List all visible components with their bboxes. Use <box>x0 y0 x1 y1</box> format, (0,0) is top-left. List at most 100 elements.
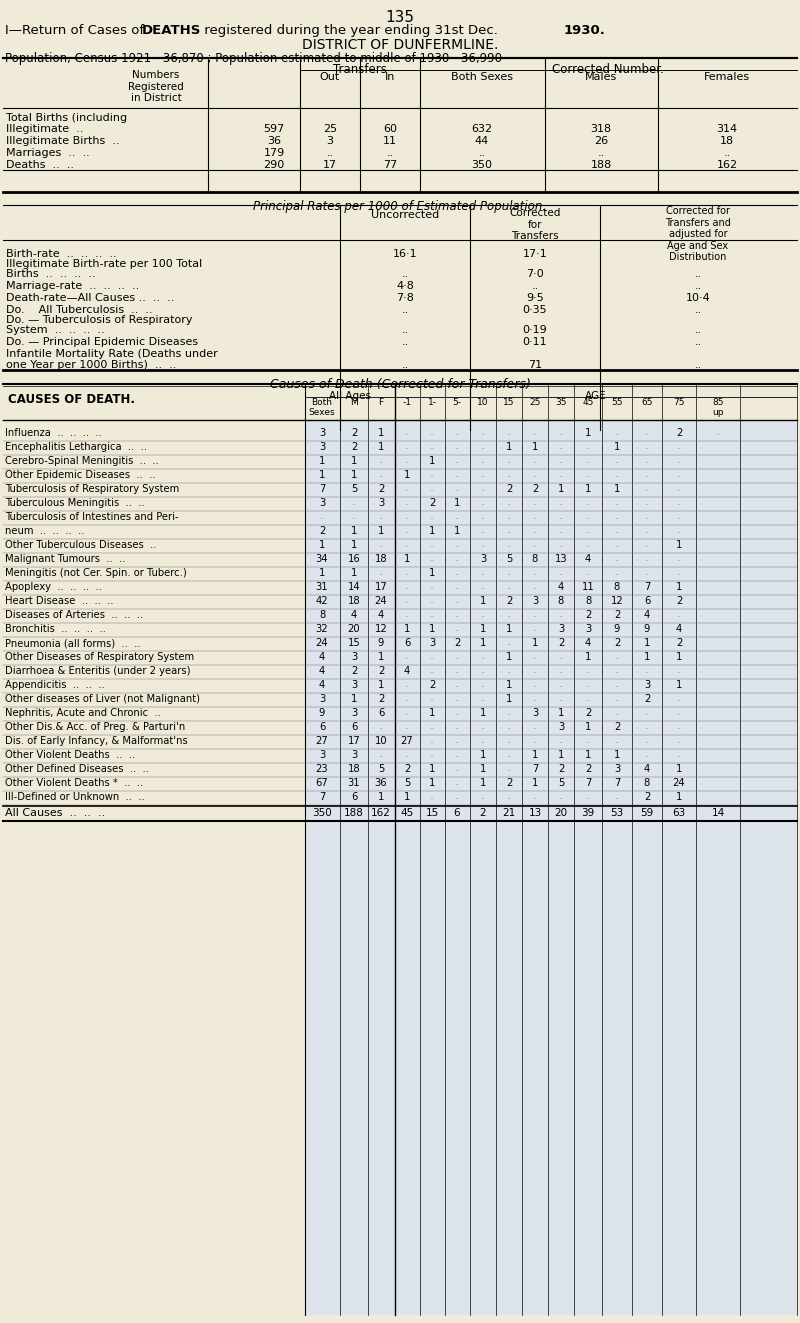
Text: ..: .. <box>586 442 590 451</box>
Text: ..: .. <box>404 610 410 619</box>
Text: 4: 4 <box>351 610 357 620</box>
Text: ..: .. <box>644 736 650 745</box>
Text: ..: .. <box>430 652 434 662</box>
Text: I—Return of Cases of: I—Return of Cases of <box>5 24 148 37</box>
Text: 1: 1 <box>676 582 682 591</box>
Text: 32: 32 <box>316 624 328 634</box>
Text: ..: .. <box>454 456 460 464</box>
Text: ..: .. <box>378 722 384 732</box>
Text: 3: 3 <box>351 750 357 759</box>
Text: 1: 1 <box>454 497 460 508</box>
Text: ..: .. <box>598 148 605 157</box>
Text: 18: 18 <box>374 554 387 564</box>
Text: ..: .. <box>614 568 620 577</box>
Text: ..: .. <box>676 610 682 619</box>
Text: 1: 1 <box>585 722 591 732</box>
Text: ..: .. <box>351 497 357 507</box>
Text: 7: 7 <box>644 582 650 591</box>
Text: ..: .. <box>644 527 650 534</box>
Text: ..: .. <box>532 610 538 619</box>
Text: 1: 1 <box>351 456 357 466</box>
Text: ..: .. <box>532 680 538 689</box>
Text: Both Sexes: Both Sexes <box>451 71 513 82</box>
Text: Apoplexy  ..  ..  ..  ..: Apoplexy .. .. .. .. <box>5 582 102 591</box>
Text: 2: 2 <box>378 695 384 704</box>
Text: 1: 1 <box>351 527 357 536</box>
Text: ..: .. <box>506 512 512 521</box>
Text: 45: 45 <box>582 398 594 407</box>
Text: 1: 1 <box>506 442 512 452</box>
Text: ..: .. <box>532 429 538 437</box>
Text: 17·1: 17·1 <box>522 249 547 259</box>
Text: 1: 1 <box>532 442 538 452</box>
Text: 4: 4 <box>676 624 682 634</box>
Text: ..: .. <box>614 429 620 437</box>
Text: ..: .. <box>614 736 620 745</box>
Text: ..: .. <box>404 456 410 464</box>
Text: 6: 6 <box>644 595 650 606</box>
Text: ..: .. <box>430 610 434 619</box>
Text: 1: 1 <box>429 568 435 578</box>
Text: Other Violent Deaths  ..  ..: Other Violent Deaths .. .. <box>5 750 135 759</box>
Text: 1: 1 <box>480 750 486 759</box>
Text: 3: 3 <box>614 763 620 774</box>
Text: 3: 3 <box>319 695 325 704</box>
Text: Do.    All Tuberculosis  ..  ..: Do. All Tuberculosis .. .. <box>6 306 153 315</box>
Text: 12: 12 <box>610 595 623 606</box>
Text: 1: 1 <box>506 680 512 691</box>
Text: 1: 1 <box>378 652 384 662</box>
Text: ..: .. <box>532 512 538 521</box>
Text: ..: .. <box>694 249 702 259</box>
Text: Total Births (including: Total Births (including <box>6 112 127 123</box>
Text: 1: 1 <box>454 527 460 536</box>
Text: 4: 4 <box>404 665 410 676</box>
Text: Out: Out <box>320 71 340 82</box>
Text: 1: 1 <box>676 680 682 691</box>
Text: ..: .. <box>454 470 460 479</box>
Text: 4: 4 <box>319 665 325 676</box>
Text: 1: 1 <box>351 695 357 704</box>
Text: 8: 8 <box>558 595 564 606</box>
Text: 3: 3 <box>351 652 357 662</box>
Text: 318: 318 <box>590 124 611 134</box>
Text: 18: 18 <box>348 763 360 774</box>
Text: 1: 1 <box>480 595 486 606</box>
Text: 2: 2 <box>480 808 486 818</box>
Text: 9·5: 9·5 <box>526 292 544 303</box>
Text: 350: 350 <box>471 160 493 169</box>
Text: ..: .. <box>614 652 620 662</box>
Text: ..: .. <box>480 610 486 619</box>
Text: 188: 188 <box>590 160 612 169</box>
Text: ..: .. <box>694 269 702 279</box>
Text: ..: .. <box>404 708 410 717</box>
Text: 18: 18 <box>720 136 734 146</box>
Text: 63: 63 <box>672 808 686 818</box>
Text: ..: .. <box>644 484 650 493</box>
Text: DISTRICT OF DUNFERMLINE.: DISTRICT OF DUNFERMLINE. <box>302 38 498 52</box>
Text: ..: .. <box>644 497 650 507</box>
Text: ..: .. <box>454 736 460 745</box>
Text: ..: .. <box>404 582 410 591</box>
Text: 24: 24 <box>316 638 328 648</box>
Text: ..: .. <box>558 429 564 437</box>
Text: 4: 4 <box>319 652 325 662</box>
Text: ..: .. <box>506 582 512 591</box>
Text: 1-: 1- <box>427 398 437 407</box>
Text: Infantile Mortality Rate (Deaths under: Infantile Mortality Rate (Deaths under <box>6 349 218 359</box>
Text: 59: 59 <box>640 808 654 818</box>
Text: ..: .. <box>558 540 564 549</box>
Text: ..: .. <box>326 148 334 157</box>
Text: ..: .. <box>454 792 460 800</box>
Text: 1: 1 <box>644 652 650 662</box>
Text: neum  ..  ..  ..  ..: neum .. .. .. .. <box>5 527 85 536</box>
Text: ..: .. <box>676 512 682 521</box>
Text: ..: .. <box>454 665 460 675</box>
Text: Causes of Death (Corrected for Transfers): Causes of Death (Corrected for Transfers… <box>270 378 530 392</box>
Text: ..: .. <box>614 792 620 800</box>
Text: ..: .. <box>404 429 410 437</box>
Text: F: F <box>378 398 383 407</box>
Text: 7: 7 <box>585 778 591 789</box>
Text: 34: 34 <box>316 554 328 564</box>
Text: 45: 45 <box>400 808 414 818</box>
Text: 1: 1 <box>614 442 620 452</box>
